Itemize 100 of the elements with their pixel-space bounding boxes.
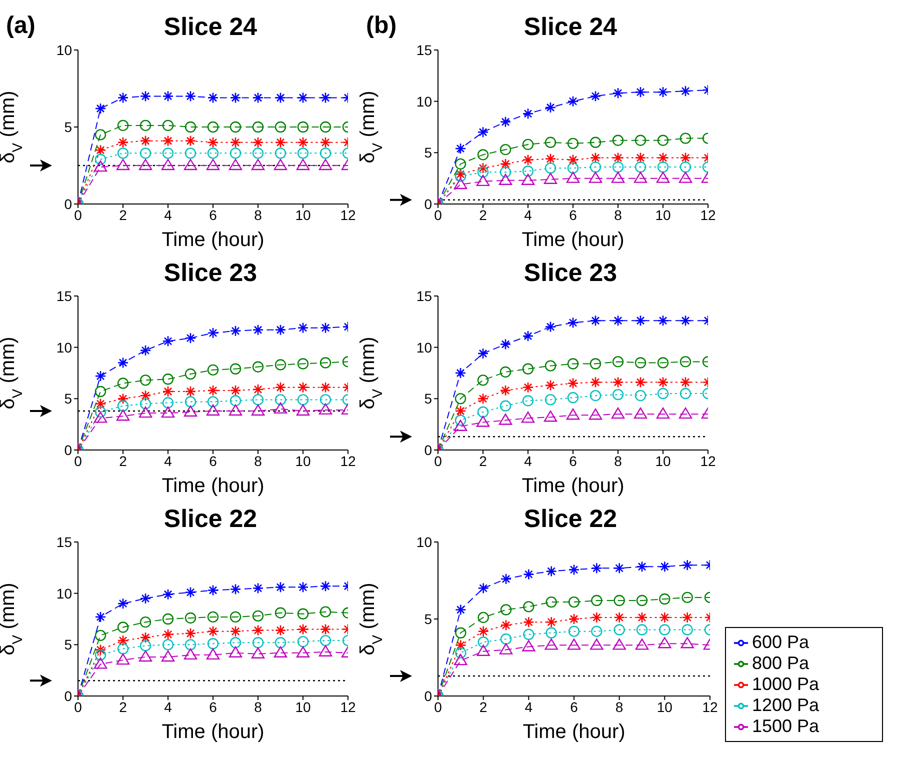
point bbox=[454, 158, 466, 170]
point bbox=[207, 121, 219, 133]
x-tick-label: 6 bbox=[570, 698, 578, 715]
point bbox=[455, 627, 466, 638]
point bbox=[274, 359, 286, 370]
x-tick-label: 10 bbox=[655, 206, 671, 223]
point bbox=[612, 638, 626, 650]
point bbox=[634, 172, 648, 183]
point bbox=[477, 406, 489, 418]
y-tick-label: 10 bbox=[56, 42, 72, 58]
point bbox=[161, 406, 175, 418]
point bbox=[318, 158, 332, 170]
point bbox=[522, 640, 536, 652]
y-tick-label: 10 bbox=[416, 339, 432, 356]
point bbox=[296, 404, 310, 416]
point bbox=[680, 637, 694, 648]
y-tick-label: 10 bbox=[56, 585, 72, 602]
point bbox=[252, 121, 264, 133]
x-tick-label: 12 bbox=[340, 452, 356, 469]
point bbox=[184, 148, 196, 159]
point bbox=[658, 637, 672, 648]
point bbox=[455, 647, 466, 658]
point bbox=[140, 640, 152, 652]
point bbox=[117, 622, 129, 633]
point bbox=[184, 612, 196, 624]
point bbox=[320, 394, 332, 406]
point bbox=[567, 162, 579, 174]
point bbox=[138, 406, 152, 418]
x-tick-label: 8 bbox=[254, 452, 262, 469]
x-tick-label: 0 bbox=[74, 698, 82, 715]
point bbox=[590, 390, 602, 402]
point bbox=[612, 388, 624, 400]
point bbox=[682, 592, 693, 604]
y-tick-label: 5 bbox=[424, 390, 432, 407]
y-tick-label: 15 bbox=[416, 288, 432, 304]
point bbox=[659, 624, 670, 636]
point bbox=[207, 148, 219, 159]
point bbox=[591, 626, 602, 637]
point bbox=[546, 596, 557, 608]
x-tick-label: 4 bbox=[164, 206, 172, 223]
x-tick-label: 0 bbox=[434, 452, 442, 469]
point bbox=[680, 388, 692, 400]
point bbox=[567, 358, 579, 370]
point bbox=[297, 358, 309, 370]
legend-label: 600 Pa bbox=[752, 632, 810, 652]
point bbox=[567, 638, 581, 650]
legend-label: 1200 Pa bbox=[752, 695, 820, 715]
point bbox=[636, 594, 648, 606]
point bbox=[476, 174, 490, 186]
point bbox=[477, 374, 489, 386]
point bbox=[274, 637, 286, 648]
point bbox=[140, 148, 152, 159]
point bbox=[635, 638, 649, 650]
point bbox=[682, 624, 693, 636]
point bbox=[117, 400, 129, 412]
x-tick-label: 6 bbox=[569, 452, 578, 469]
point bbox=[566, 172, 580, 183]
point bbox=[206, 404, 220, 416]
x-tick-label: 0 bbox=[74, 452, 82, 469]
point bbox=[500, 366, 512, 378]
point bbox=[138, 650, 152, 662]
point bbox=[634, 134, 646, 146]
legend-label: 1500 Pa bbox=[752, 716, 820, 736]
point bbox=[522, 395, 534, 406]
point bbox=[320, 606, 332, 618]
point bbox=[544, 394, 556, 406]
chart-title: Slice 23 bbox=[162, 258, 258, 288]
point bbox=[297, 394, 309, 406]
point bbox=[498, 414, 512, 425]
point bbox=[499, 643, 513, 654]
point bbox=[590, 638, 604, 650]
point bbox=[116, 410, 130, 421]
point bbox=[521, 174, 535, 185]
point bbox=[274, 607, 286, 618]
point bbox=[614, 594, 625, 606]
point bbox=[476, 416, 490, 427]
x-tick-label: 8 bbox=[254, 206, 262, 223]
point bbox=[567, 392, 579, 404]
x-tick-label: 0 bbox=[74, 206, 82, 223]
point bbox=[567, 138, 579, 150]
point bbox=[634, 407, 648, 419]
point bbox=[523, 628, 534, 640]
point bbox=[230, 148, 242, 159]
x-tick-label: 4 bbox=[524, 698, 533, 715]
point bbox=[296, 158, 310, 170]
point bbox=[161, 158, 175, 170]
point bbox=[588, 172, 602, 183]
point bbox=[207, 364, 219, 376]
y-tick-label: 0 bbox=[64, 196, 72, 212]
x-tick-label: 6 bbox=[209, 452, 218, 469]
point bbox=[252, 610, 264, 622]
point bbox=[544, 638, 558, 650]
chart-title: Slice 24 bbox=[164, 13, 258, 41]
x-tick-label: 2 bbox=[119, 452, 128, 469]
y-tick-label: 15 bbox=[416, 42, 432, 58]
point bbox=[454, 420, 468, 431]
point bbox=[138, 158, 152, 170]
point bbox=[184, 368, 196, 380]
point bbox=[657, 134, 669, 146]
point bbox=[94, 630, 106, 642]
